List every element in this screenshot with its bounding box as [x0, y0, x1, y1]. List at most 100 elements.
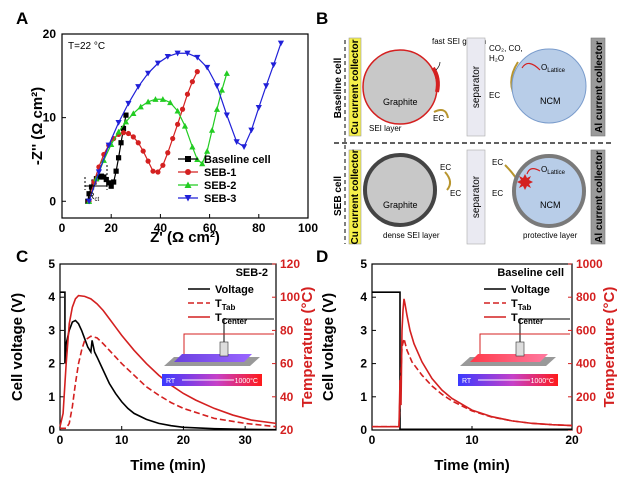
data-point [167, 99, 174, 106]
series-t-center [59, 294, 277, 427]
ec-bottom-right-1: EC [492, 158, 503, 167]
legend-entry: SEB-2 [204, 180, 236, 192]
inset-cell [470, 354, 548, 362]
ncm-bottom-label: NCM [540, 200, 561, 210]
al-collector-bottom [590, 149, 606, 245]
panel-d-letter: D [316, 247, 328, 266]
data-point [150, 168, 156, 174]
legend-entry: Baseline cell [204, 154, 271, 166]
data-point [145, 70, 152, 77]
fast-sei-growth-mark [431, 66, 440, 93]
data-point [122, 118, 130, 125]
data-point [199, 160, 206, 167]
legend-entry: SEB-1 [204, 167, 236, 179]
data-point [181, 122, 189, 129]
data-point [213, 106, 221, 112]
data-point [140, 148, 146, 154]
data-point [164, 53, 171, 60]
panel-a-y-axis-title: -Z'' (Ω cm²) [29, 87, 46, 165]
x-tick-label: 0 [369, 433, 376, 447]
al-collector-bottom-label: Al current collector [594, 151, 605, 243]
data-point [160, 162, 166, 168]
left-tick-label: 0 [360, 423, 367, 437]
data-point [145, 158, 151, 164]
data-point [135, 84, 142, 90]
x-tick-label: 10 [465, 433, 479, 447]
legend-marker [185, 169, 191, 175]
left-tick-label: 4 [48, 290, 55, 304]
x-tick-label: 0 [57, 433, 64, 447]
protective-star-mark [517, 174, 533, 190]
graphite-particle-bottom [363, 153, 437, 227]
cu-collector-top-label: Cu current collector [350, 39, 361, 134]
legend-marker [184, 195, 192, 202]
a-x-tick-label: 60 [203, 221, 217, 235]
data-point [233, 139, 240, 145]
a-x-tick-label: 20 [105, 221, 119, 235]
data-point [108, 183, 114, 189]
series-seb-3 [85, 40, 285, 205]
data-point [179, 106, 186, 112]
ec-bottom-left-1: EC [440, 163, 451, 172]
rct-bracket: Rct [84, 165, 108, 203]
data-point [118, 140, 124, 146]
right-tick-label: 100 [280, 290, 300, 304]
panel-d-left-axis-title: Cell voltage (V) [320, 293, 337, 401]
panel-c-plot-frame [59, 263, 277, 431]
data-point [105, 142, 112, 149]
data-point [204, 64, 211, 71]
x-tick-label: 10 [115, 433, 129, 447]
inset-center-wire [183, 333, 274, 360]
data-point [174, 107, 181, 114]
panel-a-y-ticks: 0 10 20 [43, 27, 66, 208]
data-point [255, 105, 262, 111]
right-tick-label: 80 [280, 323, 294, 337]
right-tick-label: 40 [280, 390, 294, 404]
dense-sei-label: dense SEI layer [383, 231, 440, 240]
data-point [155, 169, 161, 175]
data-point [213, 83, 221, 89]
data-point [175, 121, 181, 127]
legend-marker [184, 181, 192, 188]
al-collector-top [590, 37, 606, 137]
data-point [88, 184, 95, 190]
ec-bottom-left-2: EC [450, 189, 461, 198]
panel-a-series [85, 40, 285, 205]
data-point [194, 54, 201, 61]
data-point [95, 169, 102, 176]
fast-sei-label: fast SEI growth [432, 37, 486, 46]
a-y-tick-label: 0 [49, 194, 56, 208]
panel-c-right-axis-title: Temperature (°C) [299, 287, 316, 408]
seb-row-label: SEB cell [333, 176, 344, 216]
data-point [263, 83, 270, 89]
ec-arrow-bottom-left [444, 171, 451, 191]
sei-layer-label: SEI layer [369, 124, 402, 133]
data-point [103, 176, 109, 183]
gas-label-line1: CO₂, CO, [489, 44, 523, 53]
inset-hot-label: 1000°C [531, 377, 554, 385]
al-collector-top-label: Al current collector [594, 41, 605, 133]
data-point [270, 62, 277, 69]
a-x-tick-label: 0 [59, 221, 66, 235]
data-point [125, 100, 132, 107]
ec-arrow-top [433, 109, 449, 119]
ncm-top-label: NCM [540, 96, 561, 106]
a-x-tick-label: 100 [298, 221, 318, 235]
fast-sei-pointer [435, 61, 441, 71]
right-tick-label: 600 [576, 323, 596, 337]
panel-c-series [59, 291, 277, 431]
separator-top-label: separator [471, 65, 482, 108]
panel-d-x-axis-title: Time (min) [434, 457, 510, 474]
panel-c-inset: RT 1000°C [162, 318, 274, 386]
data-point [174, 50, 181, 57]
inset-rt-label: RT [166, 378, 176, 385]
legend-title: SEB-2 [236, 267, 268, 279]
o-lattice-arrow-top [521, 62, 541, 71]
legend-title: Baseline cell [497, 267, 564, 279]
data-point [165, 150, 171, 156]
right-tick-label: 1000 [576, 257, 603, 271]
data-point [189, 79, 195, 85]
